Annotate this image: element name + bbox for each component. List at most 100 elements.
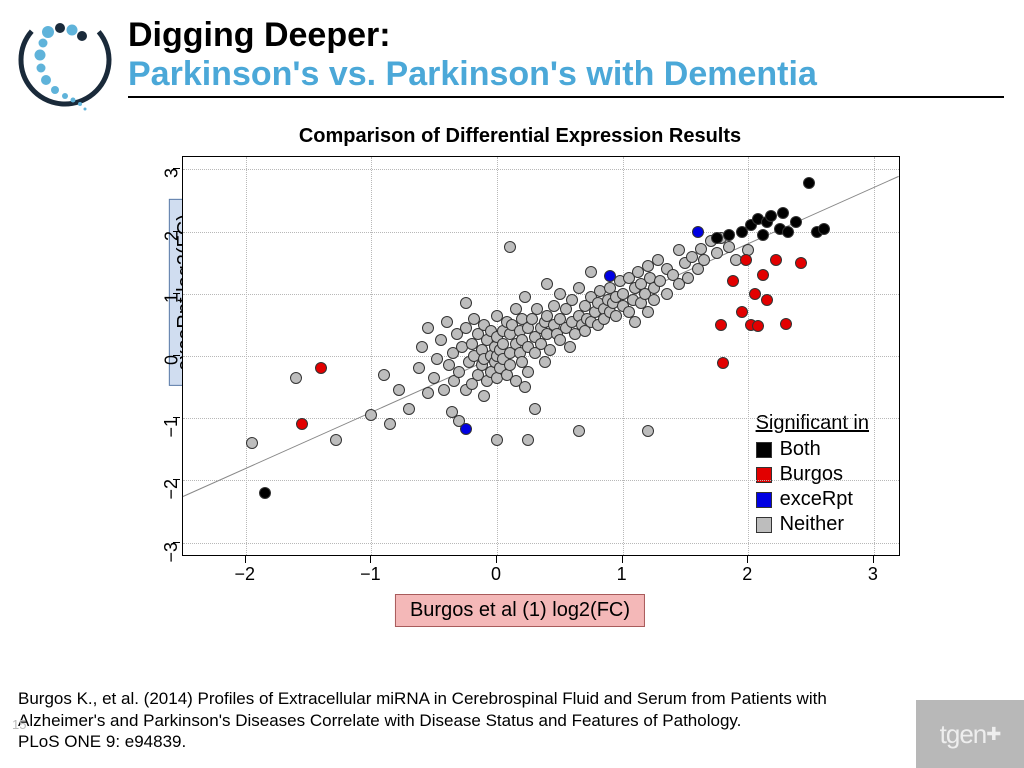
point-burgos [795, 257, 807, 269]
point-neither [573, 282, 585, 294]
point-neither [648, 294, 660, 306]
legend-swatch [756, 492, 772, 508]
point-neither [413, 362, 425, 374]
point-neither [378, 369, 390, 381]
citation-text: Burgos K., et al. (2014) Profiles of Ext… [18, 688, 904, 752]
y-tick-label: 1 [162, 293, 183, 303]
y-tick-label: −1 [162, 417, 183, 438]
point-burgos [315, 362, 327, 374]
point-neither [654, 275, 666, 287]
point-neither [544, 344, 556, 356]
point-neither [441, 316, 453, 328]
point-burgos [296, 418, 308, 430]
plot-area: Significant in BothBurgosexceRptNeither [182, 156, 900, 556]
legend-title: Significant in [756, 412, 869, 435]
point-neither [673, 244, 685, 256]
point-neither [504, 241, 516, 253]
point-both [790, 216, 802, 228]
point-both [757, 229, 769, 241]
point-neither [564, 341, 576, 353]
point-neither [629, 316, 641, 328]
x-tick-label: 3 [868, 564, 878, 585]
point-both [259, 487, 271, 499]
point-neither [393, 384, 405, 396]
point-neither [460, 297, 472, 309]
point-both [723, 229, 735, 241]
point-both [777, 207, 789, 219]
legend-label: Burgos [780, 462, 843, 487]
point-neither [522, 434, 534, 446]
point-burgos [761, 294, 773, 306]
point-neither [642, 425, 654, 437]
point-neither [573, 425, 585, 437]
point-both [711, 232, 723, 244]
point-neither [403, 403, 415, 415]
brand-logo: tgen✚ [916, 700, 1024, 768]
point-neither [460, 322, 472, 334]
point-neither [435, 334, 447, 346]
point-burgos [736, 306, 748, 318]
point-burgos [740, 254, 752, 266]
point-neither [290, 372, 302, 384]
point-neither [541, 278, 553, 290]
point-neither [519, 291, 531, 303]
x-tick-label: 1 [617, 564, 627, 585]
brain-logo-icon [10, 10, 120, 120]
point-neither [416, 341, 428, 353]
point-neither [431, 353, 443, 365]
x-tick-label: −2 [235, 564, 256, 585]
scatter-chart: Comparison of Differential Expression Re… [120, 125, 920, 625]
title-underline [128, 96, 1004, 98]
point-neither [585, 266, 597, 278]
point-burgos [727, 275, 739, 287]
legend-item: Neither [756, 512, 869, 537]
point-neither [548, 300, 560, 312]
y-tick-label: 0 [162, 355, 183, 365]
point-neither [478, 390, 490, 402]
y-tick-label: −3 [162, 542, 183, 563]
point-burgos [770, 254, 782, 266]
x-tick-label: 2 [742, 564, 752, 585]
point-neither [384, 418, 396, 430]
point-burgos [749, 288, 761, 300]
x-axis-label: Burgos et al (1) log2(FC) [395, 594, 645, 627]
point-excerpt [692, 226, 704, 238]
title-line-2: Parkinson's vs. Parkinson's with Dementi… [128, 55, 1004, 94]
y-tick-label: 2 [162, 231, 183, 241]
point-neither [642, 306, 654, 318]
point-burgos [757, 269, 769, 281]
chart-legend: Significant in BothBurgosexceRptNeither [756, 412, 869, 537]
point-neither [519, 381, 531, 393]
legend-label: Both [780, 437, 821, 462]
y-tick-label: 3 [162, 168, 183, 178]
title-block: Digging Deeper: Parkinson's vs. Parkinso… [120, 10, 1004, 98]
point-both [818, 223, 830, 235]
point-both [765, 210, 777, 222]
point-neither [330, 434, 342, 446]
plot-wrap: exceRpt log2(FC) −3−2−10123 Significant … [120, 156, 920, 556]
point-both [803, 177, 815, 189]
y-axis-ticks: −3−2−10123 [140, 156, 180, 556]
legend-item: Burgos [756, 462, 869, 487]
point-neither [554, 288, 566, 300]
point-neither [723, 241, 735, 253]
point-burgos [780, 318, 792, 330]
point-burgos [752, 320, 764, 332]
point-neither [246, 437, 258, 449]
legend-item: Both [756, 437, 869, 462]
point-neither [698, 254, 710, 266]
point-neither [422, 322, 434, 334]
slide-header: Digging Deeper: Parkinson's vs. Parkinso… [10, 10, 1004, 120]
point-burgos [715, 319, 727, 331]
point-neither [422, 387, 434, 399]
title-line-1: Digging Deeper: [128, 16, 1004, 55]
point-burgos [717, 357, 729, 369]
point-neither [365, 409, 377, 421]
legend-item: exceRpt [756, 487, 869, 512]
point-neither [529, 403, 541, 415]
x-axis-ticks: −2−10123 [182, 558, 900, 588]
legend-label: Neither [780, 512, 844, 537]
legend-swatch [756, 442, 772, 458]
x-tick-label: 0 [491, 564, 501, 585]
point-neither [522, 366, 534, 378]
